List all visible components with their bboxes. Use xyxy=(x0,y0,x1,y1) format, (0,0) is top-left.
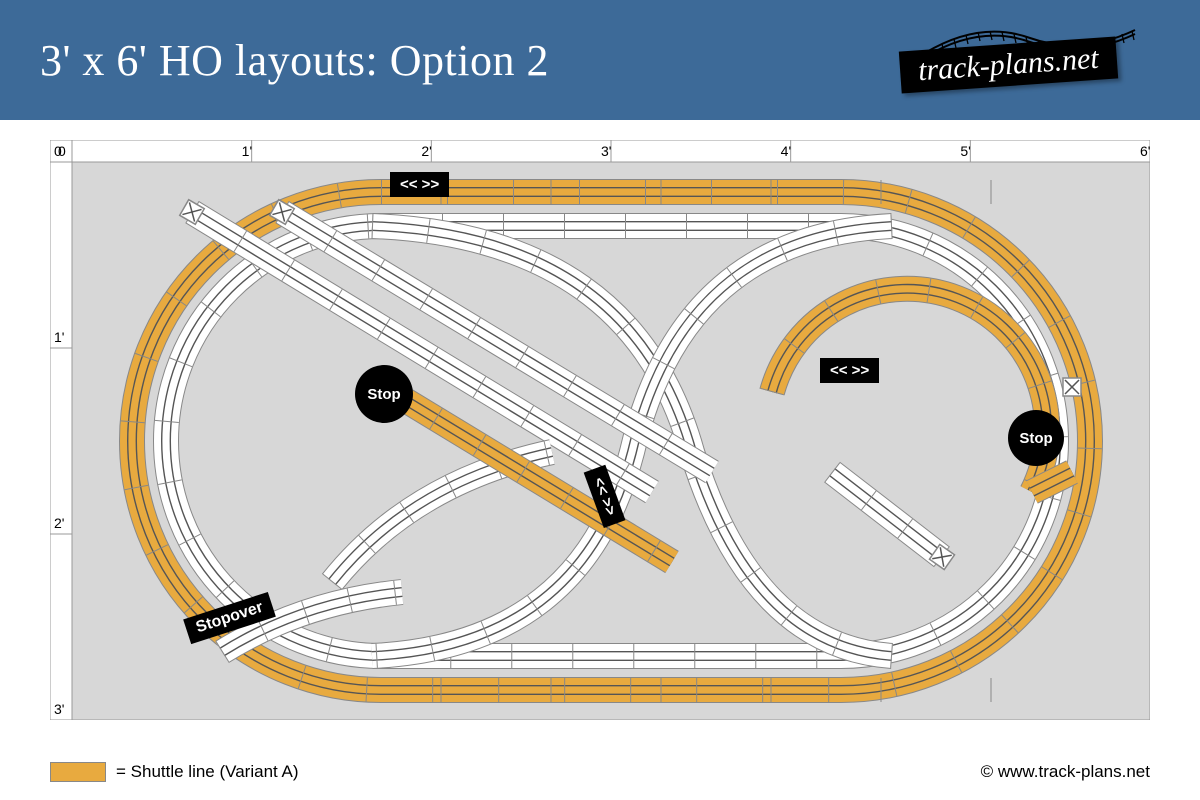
svg-text:1': 1' xyxy=(242,143,252,159)
svg-text:0: 0 xyxy=(54,143,62,159)
track-diagram: 01'2'3'4'5'6'1'2'3'0 << >> Stop << >> <<… xyxy=(50,140,1150,720)
svg-text:1': 1' xyxy=(54,329,64,345)
legend-swatch xyxy=(50,762,106,782)
direction-badge-top: << >> xyxy=(390,172,449,197)
stop-badge-1: Stop xyxy=(355,365,413,423)
svg-text:6': 6' xyxy=(1140,143,1150,159)
page-title: 3' x 6' HO layouts: Option 2 xyxy=(40,35,549,86)
svg-text:2': 2' xyxy=(54,515,64,531)
copyright: © www.track-plans.net xyxy=(981,762,1150,782)
svg-text:3': 3' xyxy=(601,143,611,159)
svg-text:2': 2' xyxy=(421,143,431,159)
legend-text: = Shuttle line (Variant A) xyxy=(116,762,299,782)
footer: = Shuttle line (Variant A) © www.track-p… xyxy=(50,762,1150,782)
site-logo: track-plans.net xyxy=(900,20,1160,100)
legend: = Shuttle line (Variant A) xyxy=(50,762,299,782)
svg-text:3': 3' xyxy=(54,701,64,717)
svg-text:5': 5' xyxy=(960,143,970,159)
svg-text:4': 4' xyxy=(781,143,791,159)
direction-badge-right: << >> xyxy=(820,358,879,383)
header: 3' x 6' HO layouts: Option 2 track-plans… xyxy=(0,0,1200,120)
stop-badge-2: Stop xyxy=(1008,410,1064,466)
